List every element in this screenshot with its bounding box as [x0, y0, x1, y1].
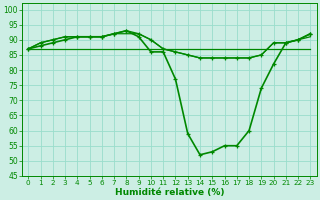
X-axis label: Humidité relative (%): Humidité relative (%)	[115, 188, 224, 197]
